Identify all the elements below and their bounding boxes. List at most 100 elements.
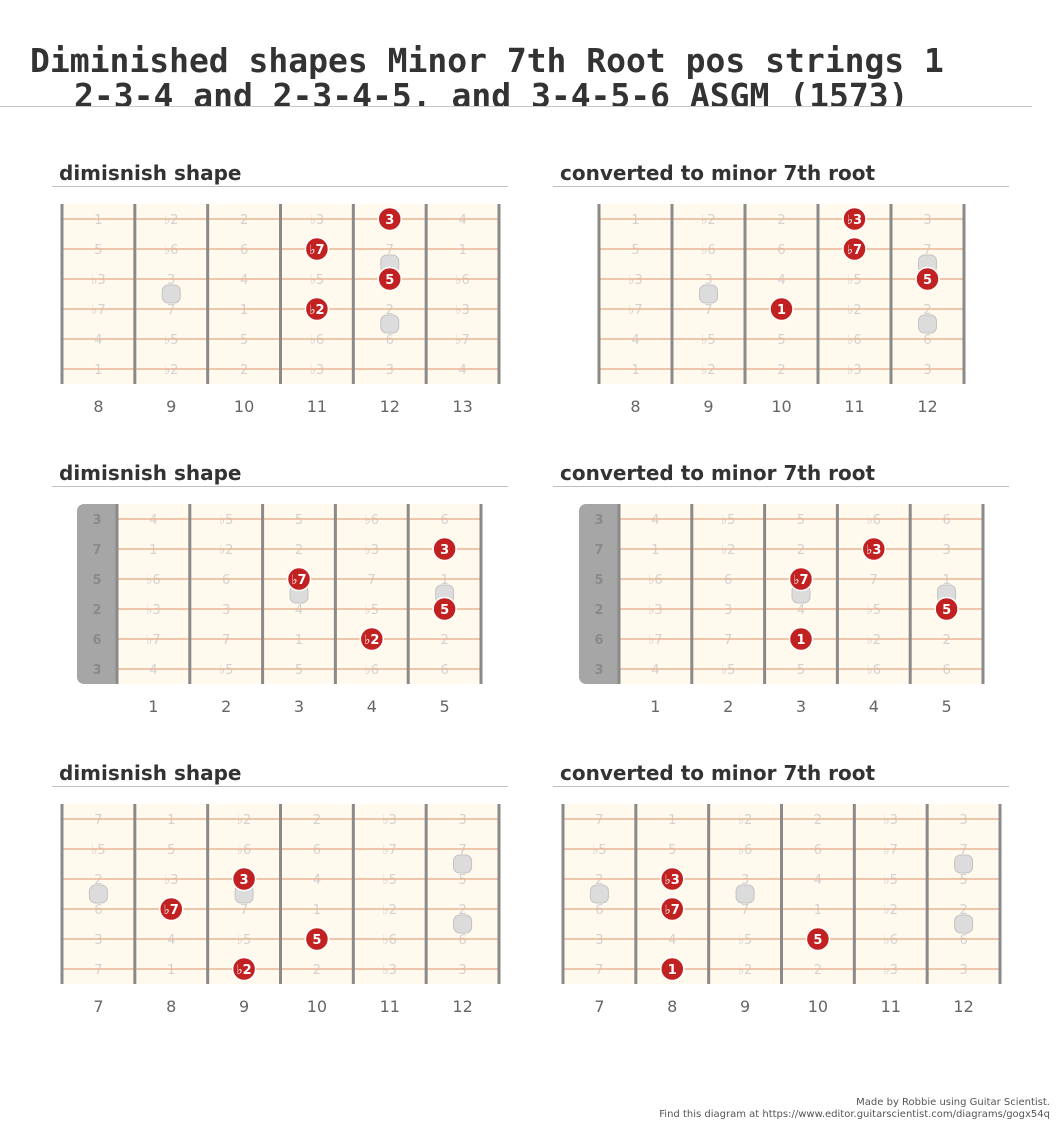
- interval-label: 4: [458, 363, 466, 378]
- interval-label: 6: [942, 663, 950, 678]
- interval-label: 7: [595, 963, 603, 978]
- diagram-title: converted to minor 7th root: [560, 761, 876, 785]
- fret-number: 11: [380, 997, 400, 1016]
- fret-number: 11: [881, 997, 901, 1016]
- interval-label: 4: [668, 933, 676, 948]
- note-label: ♭3: [665, 873, 680, 888]
- interval-label: 4: [814, 873, 822, 888]
- note-marker: [915, 266, 940, 292]
- fret-number: 11: [307, 397, 327, 416]
- note-label: ♭7: [793, 573, 808, 588]
- interval-label: 7: [458, 843, 466, 858]
- interval-label: 1: [668, 813, 676, 828]
- interval-label: 7: [240, 903, 248, 918]
- interval-label: 2: [797, 543, 805, 558]
- interval-label: 2: [458, 903, 466, 918]
- interval-label: 3: [458, 813, 466, 828]
- fret-number: 9: [239, 997, 249, 1016]
- interval-label: ♭3: [164, 873, 178, 888]
- interval-label: 4: [94, 333, 102, 348]
- interval-label: 5: [458, 873, 466, 888]
- interval-label: ♭6: [867, 663, 881, 678]
- interval-label: 2: [777, 363, 785, 378]
- interval-label: 4: [313, 873, 321, 888]
- interval-label: 5: [668, 843, 676, 858]
- fret-number: 8: [166, 997, 176, 1016]
- fret-number: 1: [650, 697, 660, 716]
- interval-label: 6: [458, 933, 466, 948]
- interval-label: ♭6: [164, 243, 178, 258]
- note-marker: [432, 536, 457, 562]
- interval-label: 2: [240, 363, 248, 378]
- fret-number: 12: [953, 997, 973, 1016]
- note-marker: [377, 206, 402, 232]
- interval-label: 4: [797, 603, 805, 618]
- interval-label: ♭5: [738, 933, 752, 948]
- interval-label: ♭3: [884, 963, 898, 978]
- interval-label: 1: [94, 213, 102, 228]
- interval-label: ♭5: [219, 513, 233, 528]
- interval-label: 3: [222, 603, 230, 618]
- interval-label: 2: [814, 813, 822, 828]
- interval-label: 5: [797, 513, 805, 528]
- interval-label: 5: [295, 513, 303, 528]
- note-label: 1: [668, 963, 677, 978]
- interval-label: ♭7: [648, 633, 662, 648]
- interval-label: 1: [651, 543, 659, 558]
- fret-number: 5: [942, 697, 952, 716]
- interval-label: ♭3: [847, 363, 861, 378]
- interval-label: 2: [777, 213, 785, 228]
- diagram-title: dimisnish shape: [59, 161, 242, 185]
- note-label: ♭2: [364, 633, 379, 648]
- interval-label: ♭6: [884, 933, 898, 948]
- note-marker: [304, 296, 330, 322]
- interval-label: ♭7: [628, 303, 642, 318]
- title-divider: [52, 486, 508, 487]
- interval-label: 7: [222, 633, 230, 648]
- interval-label: 6: [814, 843, 822, 858]
- fret-number: 9: [166, 397, 176, 416]
- note-label: ♭7: [291, 573, 306, 588]
- interval-label: 3: [923, 213, 931, 228]
- title-divider: [553, 786, 1009, 787]
- interval-label: 1: [149, 543, 157, 558]
- fretboard: 3 7 5 2 6 3 4 ♭5 5 ♭6 6 1 ♭2 2 ♭3 3 ♭6 6 ♭7 7 1 ♭3 3 4 ♭5 5 ♭7 7 1 ♭2…: [579, 504, 985, 716]
- nut: [579, 504, 625, 684]
- note-marker: [842, 236, 867, 262]
- title-divider: [553, 486, 1009, 487]
- interval-label: 4: [295, 603, 303, 618]
- interval-label: 2: [313, 963, 321, 978]
- interval-label: 4: [149, 663, 157, 678]
- diagram-3-dimisnish-shape: dimisnish shape 3 7 5 2 6 3 4 ♭5 5 ♭6 6 1 ♭2 2 ♭3 3 ♭6 6 ♭…: [52, 458, 512, 728]
- fret-inlay-marker: [161, 284, 181, 304]
- title-divider: [52, 186, 508, 187]
- interval-label: 2: [595, 873, 603, 888]
- interval-label: ♭3: [383, 963, 397, 978]
- interval-label: 3: [704, 273, 712, 288]
- interval-label: 4: [651, 663, 659, 678]
- note-marker: [304, 236, 330, 262]
- fret-number: 13: [452, 397, 472, 416]
- fret-inlay-marker: [453, 854, 473, 874]
- interval-label: 3: [741, 873, 749, 888]
- title-divider: [52, 786, 508, 787]
- interval-label: 1: [295, 633, 303, 648]
- interval-label: ♭3: [310, 213, 324, 228]
- note-marker: [660, 866, 685, 892]
- fret-number: 8: [630, 397, 640, 416]
- nut: [77, 504, 123, 684]
- interval-label: 7: [724, 633, 732, 648]
- interval-label: ♭5: [847, 273, 861, 288]
- interval-label: 2: [942, 633, 950, 648]
- interval-label: ♭5: [219, 663, 233, 678]
- interval-label: ♭5: [721, 663, 735, 678]
- interval-label: 7: [923, 243, 931, 258]
- interval-label: ♭2: [847, 303, 861, 318]
- interval-label: ♭5: [310, 273, 324, 288]
- interval-label: 6: [240, 243, 248, 258]
- title-divider: [553, 186, 1009, 187]
- interval-label: ♭5: [237, 933, 251, 948]
- interval-label: ♭3: [146, 603, 160, 618]
- interval-label: 2: [295, 543, 303, 558]
- page-header: Diminished shapes Minor 7th Root pos str…: [0, 28, 1032, 107]
